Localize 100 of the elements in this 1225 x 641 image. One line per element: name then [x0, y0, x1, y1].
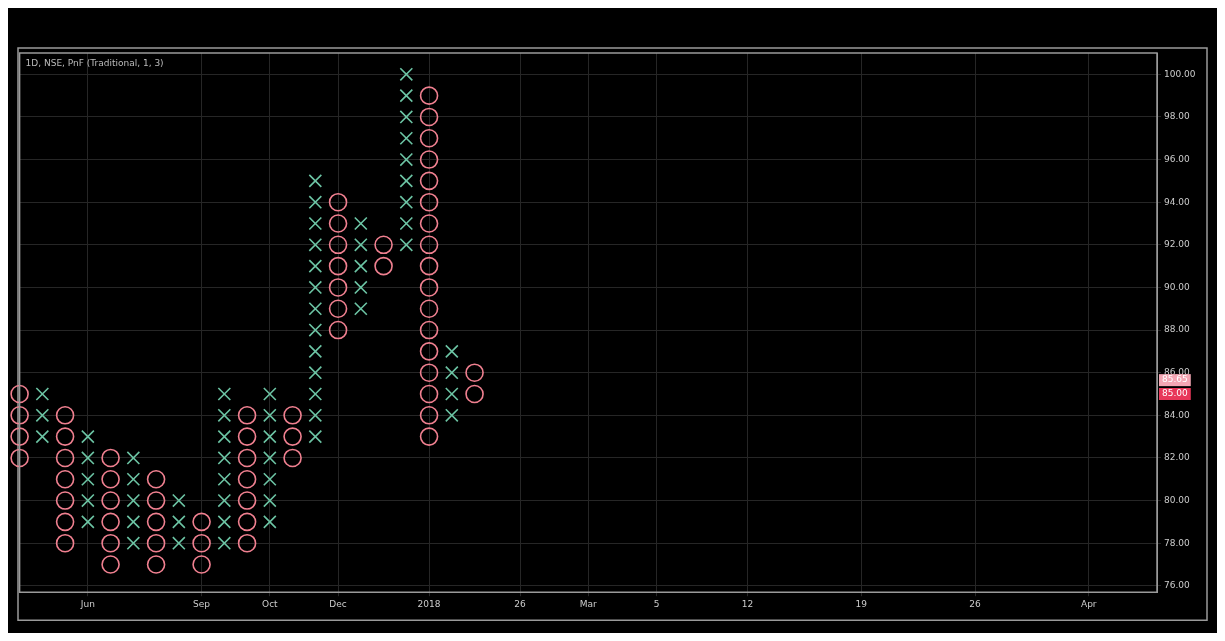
y-tick-label: 94.00: [1164, 196, 1191, 207]
point: [328, 192, 348, 212]
point: [10, 384, 29, 404]
point: [146, 469, 166, 489]
point: [328, 299, 348, 319]
point: [419, 235, 439, 255]
point: [308, 344, 323, 359]
point: [445, 408, 459, 423]
point: [237, 427, 257, 446]
y-tick-label: 98.00: [1164, 111, 1191, 122]
point: [399, 195, 414, 209]
y-tick-label: 78.00: [1164, 537, 1191, 548]
point: [55, 448, 75, 468]
point: [283, 427, 302, 446]
point: [354, 238, 368, 252]
x-tick-label: 2018: [417, 598, 441, 609]
point: [81, 429, 95, 444]
y-tick-label: 76.00: [1164, 580, 1191, 591]
point: [172, 536, 186, 550]
point: [217, 387, 232, 401]
point: [237, 512, 257, 532]
point: [35, 387, 50, 401]
point: [192, 533, 211, 553]
point: [308, 238, 323, 252]
point: [81, 493, 95, 508]
x-tick-label: 26: [969, 598, 982, 609]
point: [419, 406, 439, 425]
point: [146, 555, 166, 574]
point: [399, 216, 414, 231]
point: [35, 429, 50, 444]
point: [126, 472, 141, 487]
annotation: 85.00: [1162, 388, 1189, 399]
point: [101, 512, 120, 532]
point: [419, 171, 439, 191]
point: [399, 131, 414, 146]
point: [419, 214, 439, 233]
point: [283, 406, 302, 425]
x-tick-label: 19: [855, 598, 868, 609]
y-tick-label: 82.00: [1164, 452, 1191, 463]
y-tick-label: 88.00: [1164, 324, 1191, 335]
x-tick-label: 26: [514, 598, 527, 609]
point: [237, 448, 257, 468]
x-tick-label: 12: [741, 598, 754, 609]
point: [308, 429, 323, 444]
point: [445, 344, 459, 359]
point: [237, 406, 257, 425]
point: [10, 406, 29, 425]
point: [328, 214, 348, 233]
point: [419, 128, 439, 148]
point: [146, 512, 166, 532]
point: [419, 150, 439, 169]
y-tick-label: 100.00: [1164, 68, 1196, 79]
point: [399, 67, 414, 82]
x-tick-label: Mar: [579, 598, 598, 609]
point: [328, 278, 348, 297]
point: [419, 299, 439, 319]
point: [217, 429, 232, 444]
point: [308, 408, 323, 423]
point: [445, 387, 459, 401]
y-tick-label: 96.00: [1164, 153, 1191, 164]
point: [217, 515, 232, 529]
point: [354, 280, 368, 295]
x-tick-label: 5: [653, 598, 660, 609]
point: [81, 472, 95, 487]
point: [374, 235, 393, 255]
point: [399, 152, 414, 167]
point: [308, 216, 323, 231]
point: [101, 448, 120, 468]
point: [55, 512, 75, 532]
point: [146, 533, 166, 553]
point: [55, 491, 75, 510]
point: [217, 472, 232, 487]
point: [217, 408, 232, 423]
point: [55, 533, 75, 553]
point: [419, 384, 439, 404]
point: [308, 195, 323, 209]
point: [465, 384, 484, 404]
point: [172, 493, 186, 508]
point: [419, 278, 439, 297]
point: [419, 256, 439, 276]
y-tick-label: 84.00: [1164, 409, 1191, 420]
point: [399, 88, 414, 103]
point: [101, 469, 120, 489]
point: [374, 256, 393, 276]
point: [283, 448, 302, 468]
point: [308, 280, 323, 295]
point: [55, 406, 75, 425]
point: [126, 451, 141, 465]
point: [308, 365, 323, 380]
point: [445, 365, 459, 380]
point: [55, 469, 75, 489]
point: [81, 515, 95, 529]
point: [263, 451, 277, 465]
point: [101, 555, 120, 574]
point: [192, 512, 211, 532]
x-tick-label: Oct: [262, 598, 279, 609]
point: [237, 469, 257, 489]
text: 1D, NSE, PnF (Traditional, 1, 3): [25, 58, 164, 69]
point: [263, 408, 277, 423]
point: [101, 533, 120, 553]
